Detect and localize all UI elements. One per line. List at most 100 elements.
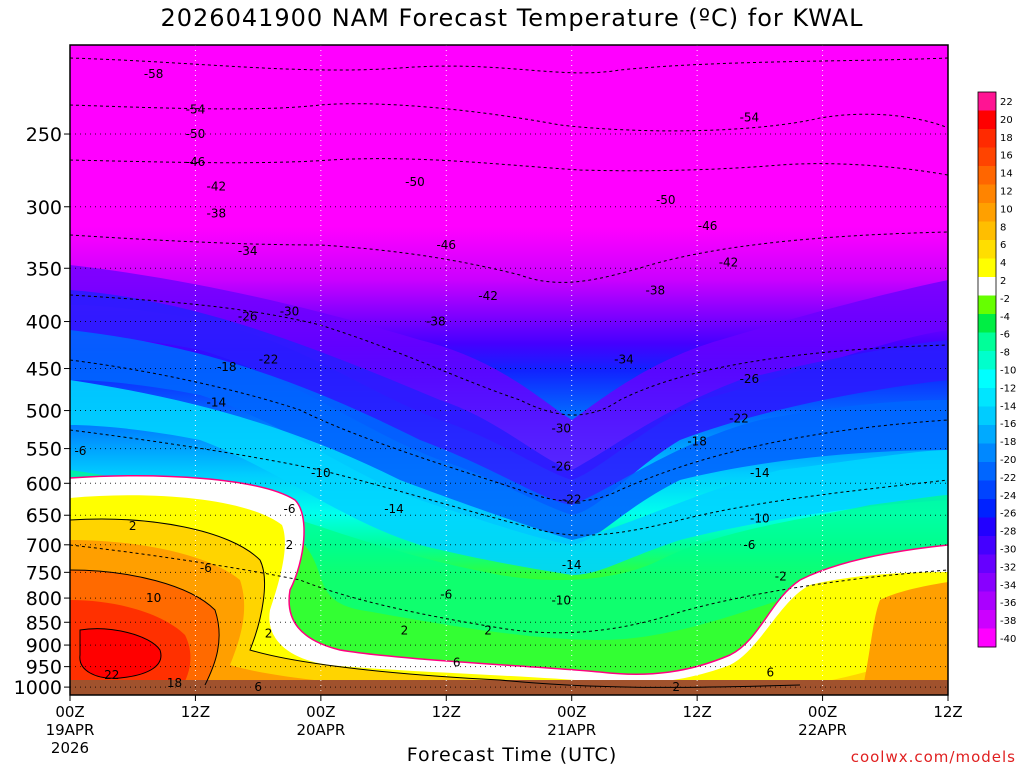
- x-axis-label: Forecast Time (UTC): [406, 744, 618, 766]
- y-tick-label: 500: [26, 401, 62, 423]
- colorbar-swatch: [978, 129, 996, 148]
- x-tick-label: 2026: [51, 739, 89, 757]
- colorbar-label: 16: [1000, 151, 1013, 162]
- contour-label: 2: [286, 538, 294, 552]
- y-tick-label: 900: [26, 635, 62, 657]
- colorbar-label: -32: [1000, 562, 1016, 573]
- colorbar-swatch: [978, 110, 996, 130]
- colorbar-swatch: [978, 425, 996, 444]
- colorbar-label: -34: [1000, 580, 1016, 591]
- colorbar-swatch: [978, 610, 996, 629]
- contour-label: -18: [687, 434, 707, 448]
- colorbar-label: 12: [1000, 186, 1013, 197]
- colorbar-label: -36: [1000, 598, 1016, 609]
- y-tick-label: 400: [26, 312, 62, 334]
- contour-label: 2: [484, 624, 492, 638]
- contour-label: -34: [614, 353, 634, 367]
- chart-title: 2026041900 NAM Forecast Temperature (ºC)…: [160, 4, 864, 32]
- colorbar-swatch: [978, 462, 996, 481]
- contour-label: 2: [265, 626, 273, 640]
- contour-label: -46: [698, 219, 718, 233]
- colorbar-frame: [977, 91, 997, 648]
- colorbar-swatch: [978, 295, 996, 315]
- y-tick-label: 250: [26, 124, 62, 146]
- y-tick-label: 550: [26, 439, 62, 461]
- temperature-field: [70, 45, 948, 695]
- contour-label: -14: [750, 466, 770, 480]
- colorbar-label: -8: [1000, 348, 1010, 359]
- colorbar-label: 14: [1000, 169, 1013, 180]
- colorbar-swatch: [978, 480, 996, 500]
- contour-label: -26: [551, 459, 571, 473]
- colorbar-swatch: [978, 517, 996, 537]
- contour-label: -46: [186, 155, 206, 169]
- contour-label: -54: [740, 111, 760, 125]
- x-tick-label: 00Z: [557, 703, 586, 721]
- colorbar-swatch: [978, 554, 996, 574]
- y-tick-label: 350: [26, 258, 62, 280]
- contour-labels: -58-54-50-46-42-38-34-30-26-22-18-14-10-…: [74, 67, 786, 694]
- contour-label: 10: [146, 591, 161, 605]
- y-tick-label: 700: [26, 535, 62, 557]
- colorbar-swatch: [978, 147, 996, 167]
- contour-label: -58: [144, 67, 164, 81]
- y-tick-label: 750: [26, 562, 62, 584]
- colorbar-swatch: [978, 314, 996, 333]
- contour-label: -18: [217, 360, 237, 374]
- contour-label: -14: [384, 502, 404, 516]
- y-axis: 2503003504004505005506006507007508008509…: [14, 124, 70, 699]
- contour-label: -22: [729, 411, 749, 425]
- contour-label: -10: [311, 466, 331, 480]
- contour-label: -30: [551, 422, 571, 436]
- x-tick-label: 12Z: [181, 703, 210, 721]
- credit-text: coolwx.com/models: [850, 748, 1016, 766]
- colorbar-label: -12: [1000, 383, 1016, 394]
- colorbar-label: 6: [1000, 240, 1006, 251]
- y-tick-label: 950: [26, 657, 62, 679]
- contour-label: -10: [750, 511, 770, 525]
- colorbar-swatch: [978, 406, 996, 426]
- colorbar-label: -40: [1000, 634, 1016, 645]
- colorbar-swatch: [978, 351, 996, 370]
- colorbar-label: -24: [1000, 491, 1016, 502]
- x-tick-label: 00Z: [55, 703, 84, 721]
- y-tick-label: 300: [26, 197, 62, 219]
- colorbar-label: -26: [1000, 509, 1016, 520]
- contour-label: 2: [672, 680, 680, 694]
- y-tick-label: 650: [26, 505, 62, 527]
- contour-label: 6: [254, 680, 262, 694]
- contour-label: -26: [238, 310, 258, 324]
- colorbar-swatch: [978, 443, 996, 463]
- colorbar-label: 8: [1000, 222, 1006, 233]
- contour-label: 2: [129, 519, 137, 533]
- contour-label: -2: [775, 570, 787, 584]
- colorbar: 22 20 18 16 14 12 10 8 6 4 2 -2 -4 -6 -8 -10 -12 -14 -16 -1…: [977, 91, 1016, 648]
- contour-label: -54: [186, 102, 206, 116]
- x-tick-label: 12Z: [682, 703, 711, 721]
- contour-label: -50: [656, 193, 676, 207]
- contour-label: -38: [646, 283, 666, 297]
- colorbar-label: -16: [1000, 419, 1016, 430]
- colorbar-label: -10: [1000, 366, 1016, 377]
- colorbar-label: -22: [1000, 473, 1016, 484]
- colorbar-swatch: [978, 591, 996, 611]
- y-tick-label: 600: [26, 473, 62, 495]
- x-tick-label: 12Z: [933, 703, 962, 721]
- colorbar-label: -20: [1000, 455, 1016, 466]
- contour-label: -50: [405, 175, 425, 189]
- contour-label: -30: [280, 304, 300, 318]
- plot-frame: [69, 44, 949, 696]
- x-tick-label: 20APR: [296, 721, 345, 739]
- colorbar-label: -18: [1000, 437, 1016, 448]
- contour-label: -14: [562, 558, 582, 572]
- contour-label: -6: [284, 502, 296, 516]
- colorbar-swatch: [978, 92, 996, 111]
- contour-label: -6: [74, 444, 86, 458]
- colorbar-label: -6: [1000, 330, 1010, 341]
- contour-label: -34: [238, 244, 258, 258]
- colorbar-swatch: [978, 240, 996, 259]
- contour-label: 22: [104, 668, 119, 682]
- colorbar-swatch: [978, 628, 996, 648]
